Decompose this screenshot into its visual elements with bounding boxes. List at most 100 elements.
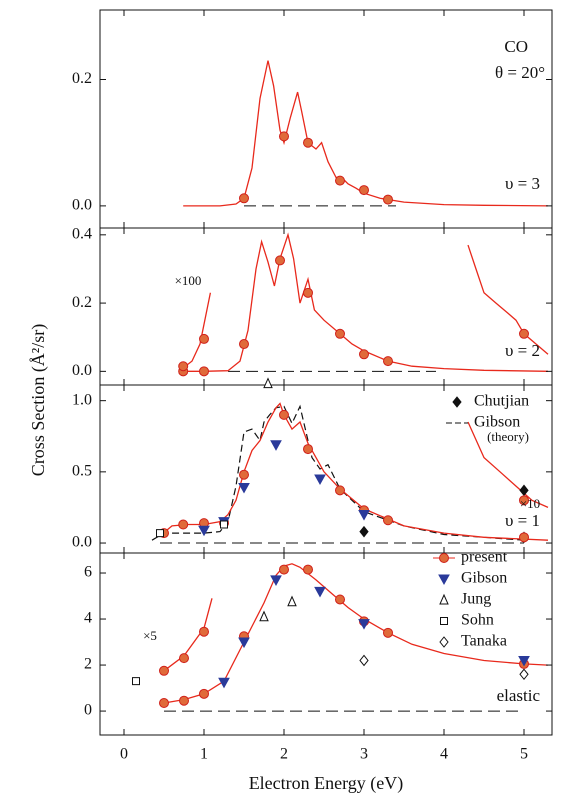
legend-label: Chutjian [474, 393, 529, 410]
annotation: υ = 3 [505, 174, 540, 193]
data-line [163, 598, 213, 672]
data-point [383, 356, 393, 367]
legend-marker [439, 636, 449, 648]
data-point [179, 653, 189, 664]
x-tick-label: 4 [440, 746, 448, 763]
y-tick-label: 0.2 [72, 294, 92, 311]
data-point [519, 495, 529, 506]
data-point [359, 654, 369, 667]
data-point [335, 485, 345, 496]
data-point [303, 444, 313, 455]
legend-label: Gibson [461, 570, 507, 587]
annotation: θ = 20° [495, 63, 545, 82]
y-tick-label: 0.4 [72, 225, 92, 242]
data-line [182, 292, 212, 369]
x-tick-label: 3 [360, 746, 368, 763]
annotation: υ = 2 [505, 341, 540, 360]
y-tick-label: 4 [84, 610, 92, 627]
legend-marker [439, 593, 449, 605]
data-point [132, 677, 140, 686]
data-point [279, 131, 289, 142]
y-tick-label: 2 [84, 656, 92, 673]
legend-marker [440, 617, 448, 625]
data-point [218, 677, 230, 689]
legend-label: Tanaka [461, 633, 507, 650]
data-point [259, 610, 269, 622]
x-tick-label: 0 [120, 746, 128, 763]
data-point [383, 627, 393, 638]
data-point [383, 194, 393, 205]
y-tick-label: 6 [84, 564, 92, 581]
legend-marker [438, 574, 450, 586]
data-point [239, 339, 249, 350]
data-point [275, 255, 285, 266]
data-point [238, 483, 250, 494]
data-point [279, 409, 289, 420]
data-point [199, 333, 209, 344]
data-point [270, 440, 282, 451]
data-point [178, 519, 189, 530]
data-point [199, 688, 209, 699]
panel-frame [99, 9, 553, 229]
legend-label: Gibson [474, 414, 520, 431]
data-point [303, 287, 313, 298]
data-point [198, 525, 210, 537]
panel-frame [99, 384, 553, 554]
annotation: elastic [497, 686, 541, 705]
data-line [467, 244, 549, 355]
data-point [358, 510, 370, 521]
y-tick-label: 0 [84, 702, 92, 719]
x-axis-label: Electron Energy (eV) [249, 773, 404, 794]
annotation: ×5 [143, 628, 157, 643]
data-point [519, 668, 529, 681]
data-point [287, 595, 297, 607]
data-point [335, 175, 345, 186]
data-point [239, 193, 249, 204]
legend-marker [452, 396, 462, 408]
legend-label: present [461, 549, 508, 566]
data-point [383, 515, 393, 526]
data-point [519, 532, 529, 543]
y-tick-label: 1.0 [72, 391, 92, 408]
data-point [178, 361, 189, 372]
x-tick-label: 5 [520, 746, 528, 763]
legend-label: Jung [461, 591, 491, 608]
data-point [314, 474, 326, 485]
annotation: (theory) [487, 429, 529, 444]
legend-marker [439, 553, 449, 563]
data-point [156, 529, 164, 538]
data-point [314, 586, 326, 598]
data-point [199, 626, 209, 637]
y-tick-label: 0.0 [72, 362, 92, 379]
data-point [335, 328, 345, 339]
y-tick-label: 0.5 [72, 463, 92, 480]
y-axis-label: Cross Section (Å²/sr) [28, 324, 49, 476]
data-point [279, 564, 289, 575]
data-point [179, 695, 189, 706]
y-tick-label: 0.0 [72, 197, 92, 214]
data-point [518, 655, 530, 667]
data-point [359, 349, 369, 360]
x-tick-label: 1 [200, 746, 208, 763]
data-point [303, 137, 313, 148]
annotation: υ = 1 [505, 511, 540, 530]
data-point [359, 525, 369, 538]
data-point [519, 328, 529, 339]
y-tick-label: 0.2 [72, 70, 92, 87]
data-point [159, 665, 169, 676]
data-point [159, 698, 169, 709]
data-line [183, 60, 549, 207]
data-point [238, 637, 250, 649]
data-point [359, 185, 369, 196]
data-point [239, 469, 249, 480]
data-point [270, 575, 282, 586]
data-point [220, 520, 228, 529]
panel-frame [99, 552, 553, 736]
panel-frame [99, 227, 553, 386]
data-point [263, 377, 273, 389]
x-tick-label: 2 [280, 746, 288, 763]
annotation: CO [504, 37, 528, 56]
annotation: ×100 [175, 273, 202, 288]
